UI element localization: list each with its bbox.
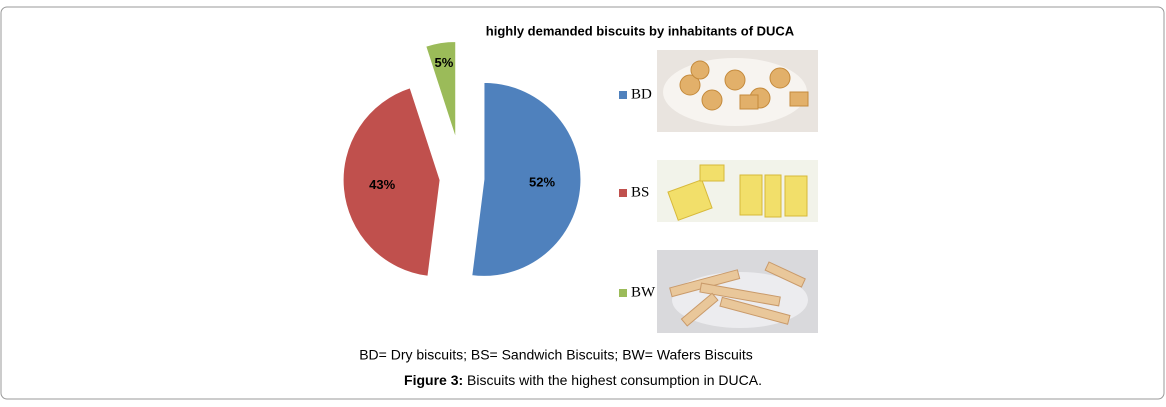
legend-label: BD xyxy=(631,86,652,102)
caption-label: Figure 3: xyxy=(404,372,463,388)
photo-wafers-biscuits xyxy=(657,250,818,333)
figure-caption: Figure 3: Biscuits with the highest cons… xyxy=(404,372,762,388)
pie-slice xyxy=(425,40,457,139)
pie-slice xyxy=(471,81,582,277)
pie-slice xyxy=(342,87,441,277)
legend-label: BW xyxy=(631,284,656,300)
legend-label: BS xyxy=(631,184,649,200)
photo-sandwich-biscuits xyxy=(657,160,818,222)
caption-text: Biscuits with the highest consumption in… xyxy=(467,372,762,388)
chart-title: highly demanded biscuits by inhabitants … xyxy=(486,23,795,38)
slice-label: 5% xyxy=(435,55,454,70)
legend-swatch xyxy=(619,91,627,99)
slice-label: 52% xyxy=(529,174,555,189)
figure-border xyxy=(0,6,1165,400)
photo-dry-biscuits xyxy=(657,50,818,132)
legend-swatch xyxy=(619,289,627,297)
abbreviation-note: BD= Dry biscuits; BS= Sandwich Biscuits;… xyxy=(359,347,753,363)
slice-label: 43% xyxy=(369,177,395,192)
legend-swatch xyxy=(619,189,627,197)
